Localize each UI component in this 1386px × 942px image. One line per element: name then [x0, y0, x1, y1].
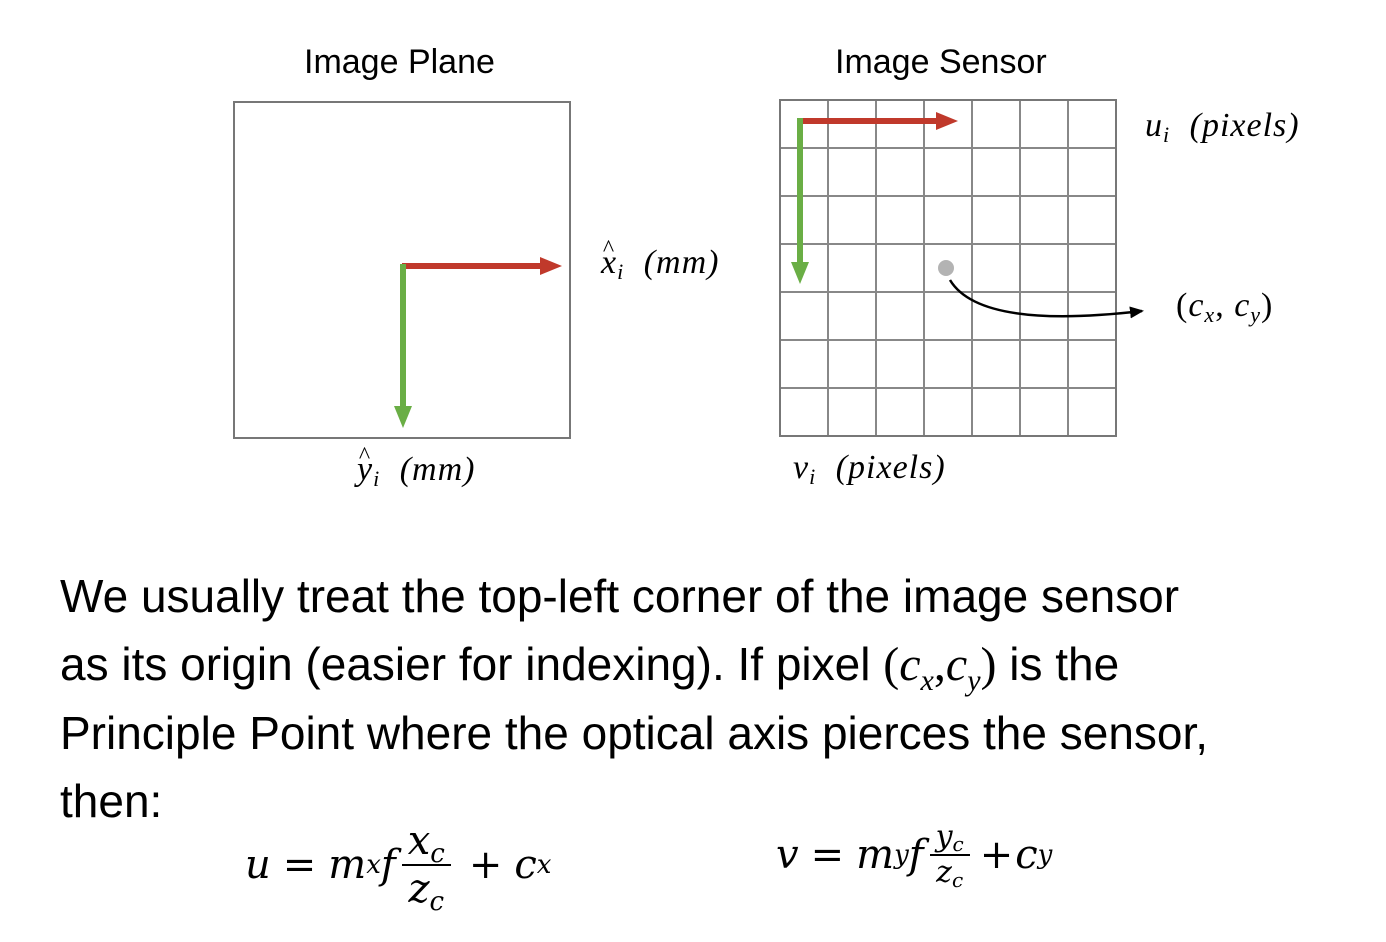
principal-point-label: (cx, cy): [1176, 287, 1274, 327]
image-sensor-title: Image Sensor: [835, 43, 1047, 81]
explanation-text: We usually treat the top-left corner of …: [60, 562, 1360, 835]
principal-point: [938, 260, 954, 276]
explanation-line-2: as its origin (easier for indexing). If …: [60, 638, 1120, 697]
v-axis-label: vi (pixels): [793, 449, 946, 489]
y-axis-label: yi (mm): [357, 450, 475, 490]
explanation-line-4: then:: [60, 775, 163, 827]
u-fraction: xc zc: [401, 818, 451, 915]
x-axis-label: xi (mm): [601, 243, 719, 283]
u-axis-label: ui (pixels): [1145, 107, 1300, 147]
principal-point-pointer: [948, 279, 1144, 319]
image-sensor-frame: [779, 99, 1117, 437]
v-fraction: yc zc: [929, 820, 970, 890]
sensor-v-axis-arrowhead: [791, 262, 809, 284]
sensor-u-axis-arrowhead: [936, 112, 958, 130]
diagram: [233, 99, 1144, 439]
sensor-grid: [780, 100, 1116, 436]
explanation-line-1: We usually treat the top-left corner of …: [60, 570, 1180, 622]
image-plane-title: Image Plane: [304, 43, 495, 81]
principal-point-inline-math: (cx,cy): [883, 638, 997, 697]
plane-y-axis-arrowhead: [394, 406, 412, 428]
explanation-line-3: Principle Point where the optical axis p…: [60, 707, 1209, 759]
plane-x-axis-arrowhead: [540, 257, 562, 275]
image-plane-frame: [233, 101, 571, 439]
